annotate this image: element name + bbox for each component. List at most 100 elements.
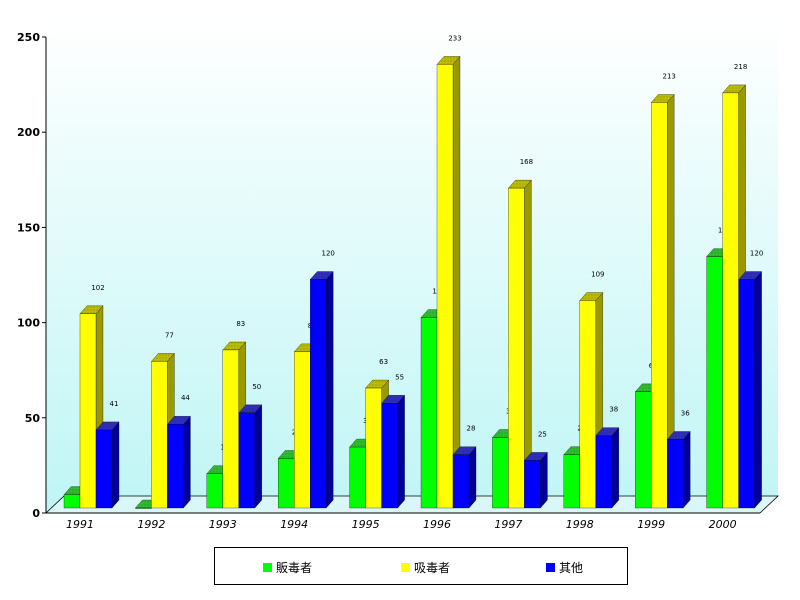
data-label: 109 — [591, 270, 604, 278]
bar-front — [349, 446, 366, 509]
legend-item-dealers: 販毒者 — [263, 560, 313, 575]
x-tick-label: 1991 — [66, 518, 94, 531]
bar-side — [683, 431, 691, 509]
data-label: 213 — [663, 72, 676, 80]
bar-side — [183, 415, 191, 509]
legend-label: 其他 — [559, 560, 584, 575]
bar-top-texture — [381, 395, 405, 404]
bar-top-texture — [365, 380, 389, 389]
bar-front — [524, 460, 541, 509]
y-tick-label: 150 — [17, 221, 40, 234]
bar-front — [206, 473, 223, 509]
bar-top-texture — [222, 341, 246, 350]
legend: 販毒者 吸毒者 其他 — [214, 547, 628, 585]
data-label: 25 — [538, 430, 547, 438]
data-label: 28 — [467, 425, 476, 433]
bar-top-texture — [310, 271, 334, 280]
data-label: 44 — [181, 394, 190, 402]
bar — [595, 427, 620, 509]
bar — [309, 271, 334, 509]
x-axis-labels: 1991 1992 1993 1994 1995 1996 1997 1998 1999 2000 — [66, 518, 737, 531]
y-tick-label: 250 — [17, 31, 40, 44]
bar-side — [452, 55, 461, 509]
y-axis: 0 50 100 150 200 250 — [17, 31, 760, 520]
bar-side — [326, 271, 334, 509]
bar-front — [595, 435, 612, 509]
bar — [238, 404, 263, 509]
bar — [381, 394, 405, 509]
x-tick-label: 1999 — [637, 518, 665, 531]
bar — [167, 415, 191, 509]
data-label: 233 — [448, 34, 461, 42]
bar-side — [468, 446, 477, 509]
x-tick-label: 1993 — [209, 518, 237, 531]
bar-top-texture — [738, 271, 762, 280]
bar-front — [492, 437, 509, 509]
bar-top-texture — [579, 292, 603, 301]
bar-front — [365, 387, 382, 509]
bar — [650, 94, 675, 509]
legend-label: 販毒者 — [276, 560, 313, 575]
bar-front — [706, 256, 723, 509]
bar-side — [111, 421, 120, 509]
bar — [738, 271, 762, 509]
x-tick-label: 1992 — [137, 518, 165, 531]
bar-top-texture — [437, 56, 460, 65]
bar-front — [278, 458, 295, 509]
data-label: 77 — [165, 331, 174, 339]
legend-item-others: 其他 — [546, 560, 584, 575]
bar-front — [222, 349, 239, 509]
x-tick-label: 1996 — [423, 518, 451, 531]
bar-front — [79, 313, 97, 509]
bar-side — [254, 404, 262, 509]
bar-front — [667, 439, 684, 509]
bar-front — [151, 361, 168, 509]
bar — [666, 431, 691, 509]
bar-top-texture — [595, 427, 619, 436]
bar-front — [95, 429, 113, 509]
bar-side — [754, 271, 762, 509]
bar — [95, 421, 120, 509]
data-label: 38 — [609, 406, 618, 414]
data-label: 120 — [750, 250, 763, 258]
bar-top-texture — [651, 94, 675, 103]
y-tick-label: 50 — [25, 412, 41, 425]
bar — [452, 446, 477, 509]
x-tick-label: 1998 — [566, 518, 594, 531]
data-label: 83 — [236, 320, 245, 328]
x-tick-label: 1997 — [494, 518, 522, 531]
bar-top-texture — [96, 421, 119, 430]
legend-swatch — [263, 562, 272, 572]
bar — [508, 179, 532, 509]
x-tick-label: 2000 — [709, 518, 737, 531]
bar-front — [579, 300, 596, 509]
data-label: 41 — [110, 400, 119, 408]
y-tick-label: 0 — [32, 507, 40, 520]
x-tick-label: 1995 — [352, 518, 380, 531]
bar-side — [611, 427, 619, 509]
bar-front — [294, 351, 311, 509]
bar-top-texture — [667, 431, 691, 440]
bar-front — [381, 403, 398, 509]
data-label: 50 — [252, 383, 261, 391]
data-label: 120 — [322, 250, 335, 258]
legend-swatch — [546, 562, 555, 572]
data-label: 63 — [379, 358, 388, 366]
data-label: 36 — [681, 409, 690, 417]
bar-top-texture — [508, 180, 532, 189]
bar-front — [167, 424, 184, 509]
x-tick-label: 1994 — [280, 518, 308, 531]
bar-front — [63, 494, 81, 509]
bar-front — [738, 279, 755, 509]
bar-front — [436, 64, 454, 509]
bar-side — [540, 452, 548, 509]
bar-top-texture — [524, 452, 548, 461]
data-label: 55 — [395, 373, 404, 381]
bar-front — [651, 102, 668, 509]
data-label: 102 — [91, 284, 104, 292]
y-tick-label: 100 — [17, 317, 40, 330]
legend-swatch — [401, 562, 410, 572]
bar-front — [722, 92, 739, 509]
bar-top-texture — [80, 305, 103, 314]
